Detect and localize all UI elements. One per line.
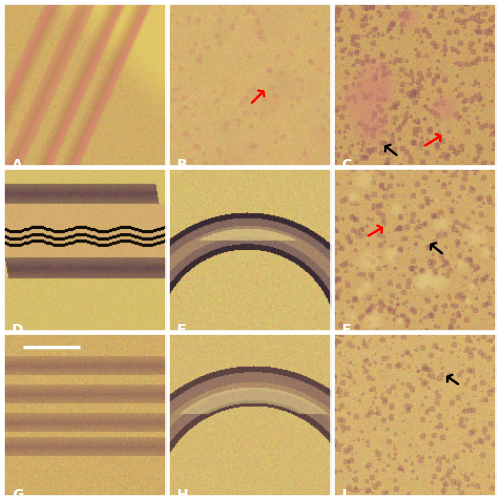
Text: A: A xyxy=(12,158,23,172)
Text: F: F xyxy=(342,323,351,337)
Text: E: E xyxy=(177,323,186,337)
Text: C: C xyxy=(342,158,352,172)
Text: B: B xyxy=(177,158,188,172)
Text: G: G xyxy=(12,488,24,500)
Text: I: I xyxy=(342,488,347,500)
Text: D: D xyxy=(12,323,24,337)
Text: H: H xyxy=(177,488,188,500)
